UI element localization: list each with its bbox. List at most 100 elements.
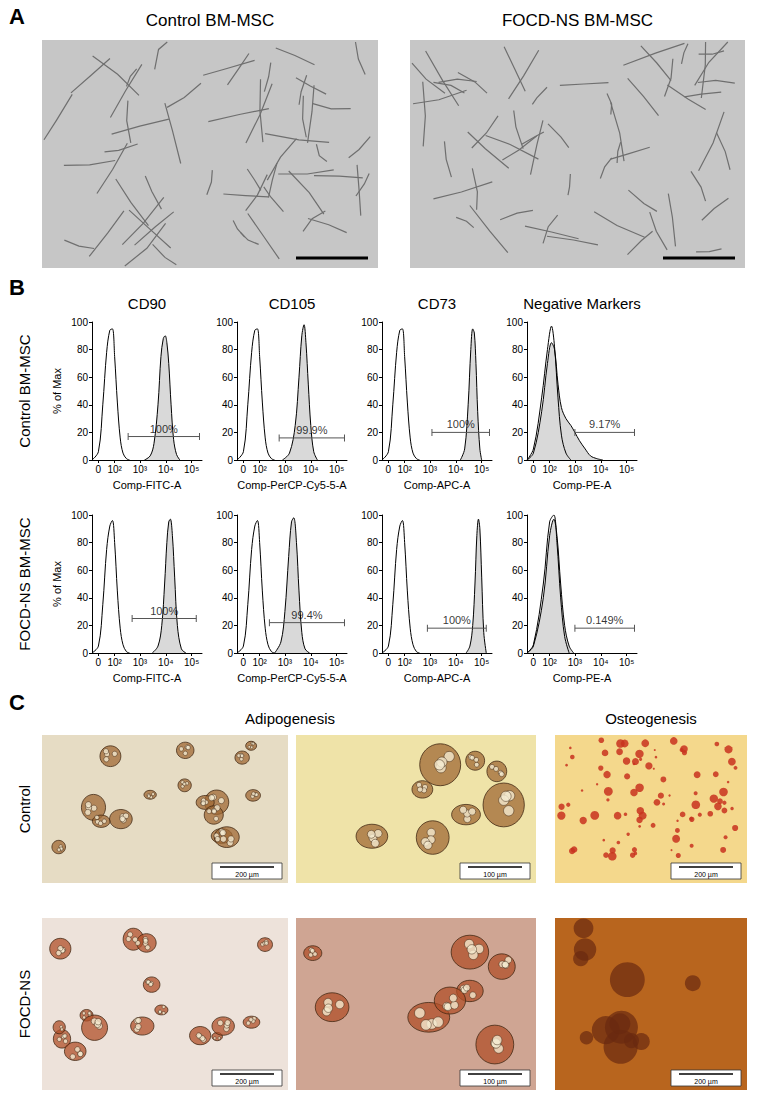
svg-text:80: 80 [512,537,524,548]
svg-text:Control BM-MSC: Control BM-MSC [146,11,274,30]
svg-text:60: 60 [367,565,379,576]
svg-text:80: 80 [367,537,379,548]
svg-text:CD73: CD73 [418,295,456,312]
svg-text:Comp-FITC-A: Comp-FITC-A [113,479,182,491]
svg-text:10²: 10² [397,657,412,668]
svg-text:60: 60 [222,372,234,383]
svg-text:100 µm: 100 µm [483,1078,507,1086]
svg-text:40: 40 [512,592,524,603]
svg-text:80: 80 [222,344,234,355]
svg-text:% of Max: % of Max [51,561,63,607]
svg-text:100: 100 [216,317,233,328]
svg-text:60: 60 [367,372,379,383]
svg-text:FOCD-NS: FOCD-NS [16,970,33,1038]
svg-text:10²: 10² [542,464,557,475]
svg-text:10³: 10³ [278,464,293,475]
svg-text:Comp-APC-A: Comp-APC-A [404,479,471,491]
svg-text:% of Max: % of Max [51,368,63,414]
svg-text:Comp-PE-A: Comp-PE-A [553,672,612,684]
svg-text:0: 0 [241,464,247,475]
svg-text:Control BM-MSC: Control BM-MSC [16,334,33,448]
svg-text:Control: Control [16,785,33,833]
svg-text:FOCD-NS BM-MSC: FOCD-NS BM-MSC [16,517,33,650]
svg-text:20: 20 [512,427,524,438]
svg-text:200 µm: 200 µm [694,871,718,879]
svg-text:0: 0 [82,648,88,659]
svg-text:CD90: CD90 [128,295,166,312]
svg-text:20: 20 [77,620,89,631]
svg-text:100 µm: 100 µm [483,871,507,879]
svg-text:10⁴: 10⁴ [303,657,318,668]
svg-text:0: 0 [227,455,233,466]
svg-text:80: 80 [367,344,379,355]
svg-text:20: 20 [512,620,524,631]
svg-text:200 µm: 200 µm [235,1078,259,1086]
svg-text:10³: 10³ [568,657,583,668]
svg-text:0: 0 [241,657,247,668]
svg-text:C: C [9,690,25,715]
svg-text:200 µm: 200 µm [235,871,259,879]
svg-text:100: 100 [71,510,88,521]
svg-text:10⁵: 10⁵ [184,464,199,475]
svg-text:0: 0 [386,657,392,668]
svg-text:CD105: CD105 [269,295,316,312]
svg-text:10⁴: 10⁴ [158,657,173,668]
svg-text:40: 40 [367,399,379,410]
svg-text:0: 0 [372,455,378,466]
svg-text:Comp-PerCP-Cy5-5-A: Comp-PerCP-Cy5-5-A [237,479,347,491]
svg-text:20: 20 [367,427,379,438]
svg-text:10⁵: 10⁵ [619,464,634,475]
svg-text:10⁴: 10⁴ [158,464,173,475]
svg-text:60: 60 [77,565,89,576]
svg-text:Comp-PerCP-Cy5-5-A: Comp-PerCP-Cy5-5-A [237,672,347,684]
svg-text:10⁴: 10⁴ [303,464,318,475]
svg-text:60: 60 [222,565,234,576]
svg-text:10³: 10³ [133,464,148,475]
svg-text:40: 40 [222,592,234,603]
svg-text:10³: 10³ [423,657,438,668]
svg-text:0: 0 [386,464,392,475]
svg-text:0: 0 [531,657,537,668]
svg-text:0: 0 [372,648,378,659]
svg-text:0.149%: 0.149% [586,614,624,626]
svg-text:60: 60 [512,565,524,576]
svg-text:0: 0 [517,648,523,659]
svg-text:80: 80 [222,537,234,548]
svg-text:10²: 10² [252,657,267,668]
svg-text:10³: 10³ [133,657,148,668]
svg-text:10⁵: 10⁵ [474,657,489,668]
svg-text:40: 40 [222,399,234,410]
svg-text:100: 100 [361,317,378,328]
svg-text:0: 0 [82,455,88,466]
svg-text:100: 100 [216,510,233,521]
svg-text:0: 0 [531,464,537,475]
svg-text:Negative Markers: Negative Markers [523,295,641,312]
svg-text:80: 80 [77,344,89,355]
svg-text:40: 40 [367,592,379,603]
svg-text:FOCD-NS BM-MSC: FOCD-NS BM-MSC [502,11,653,30]
svg-text:100: 100 [361,510,378,521]
svg-text:0: 0 [227,648,233,659]
svg-text:200 µm: 200 µm [694,1078,718,1086]
svg-text:A: A [9,4,25,29]
svg-text:10⁵: 10⁵ [184,657,199,668]
svg-text:10⁴: 10⁴ [593,657,608,668]
svg-text:40: 40 [77,399,89,410]
svg-text:100%: 100% [150,423,178,435]
svg-text:10⁵: 10⁵ [474,464,489,475]
svg-text:10⁵: 10⁵ [329,657,344,668]
svg-text:100: 100 [506,510,523,521]
svg-text:Adipogenesis: Adipogenesis [245,710,335,727]
svg-text:10²: 10² [542,657,557,668]
svg-text:10⁴: 10⁴ [448,657,463,668]
svg-text:10³: 10³ [278,657,293,668]
svg-text:10³: 10³ [423,464,438,475]
svg-text:100: 100 [506,317,523,328]
svg-text:Comp-PE-A: Comp-PE-A [553,479,612,491]
svg-text:80: 80 [77,537,89,548]
svg-text:100%: 100% [447,418,475,430]
svg-text:99.4%: 99.4% [291,609,322,621]
svg-text:10⁵: 10⁵ [619,657,634,668]
svg-text:20: 20 [222,427,234,438]
svg-text:20: 20 [367,620,379,631]
